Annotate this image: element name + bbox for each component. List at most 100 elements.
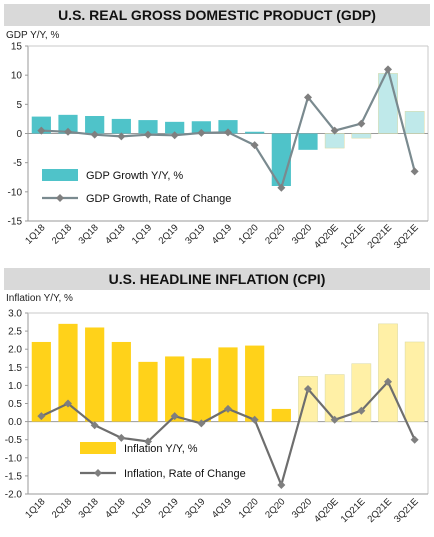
gdp-legend-swatch-bars [42,169,78,181]
gdp-bar [351,133,372,139]
gdp-x-tick-label: 4Q19 [210,222,234,246]
gdp-line-point [144,130,152,139]
cpi-legend-label-bars: Inflation Y/Y, % [124,443,198,455]
cpi-line-point [144,437,152,446]
gdp-bar [191,121,211,134]
gdp-legend-label-line: GDP Growth, Rate of Change [86,193,231,205]
gdp-bar [85,116,105,134]
cpi-x-tick-label: 1Q21E [339,496,368,525]
cpi-x-tick-label: 3Q21E [392,496,421,525]
cpi-bar [31,341,51,422]
cpi-line-point [64,399,72,408]
cpi-bar [165,356,185,422]
cpi-line-point [90,421,99,430]
cpi-bar [138,361,158,422]
cpi-x-tick-label: 2Q18 [50,496,74,520]
gdp-y-tick-label: -15 [8,217,23,228]
gdp-legend-label-bars: GDP Growth Y/Y, % [86,170,183,182]
gdp-line-point [304,93,312,102]
cpi-legend-label-line: Inflation, Rate of Change [124,468,246,480]
gdp-x-tick-label: 4Q18 [103,222,127,246]
gdp-chart-title: U.S. REAL GROSS DOMESTIC PRODUCT (GDP) [4,4,430,26]
gdp-y-tick-label: 5 [16,100,22,111]
cpi-y-tick-label: -1.5 [5,471,23,482]
gdp-y-tick-label: -10 [8,187,23,198]
cpi-x-tick-label: 2Q21E [365,496,394,525]
gdp-line-point [250,141,259,150]
gdp-line-point [64,127,72,136]
cpi-bar [58,323,78,422]
cpi-y-tick-label: -2.0 [5,490,23,501]
gdp-bar [324,133,345,149]
gdp-bar [245,131,265,134]
cpi-line-point [250,415,259,424]
cpi-x-tick-label: 2Q20 [263,496,287,520]
cpi-bar [324,374,345,422]
gdp-x-tick-label: 3Q20 [290,222,314,246]
gdp-line-point [357,119,366,128]
gdp-bar [111,118,131,134]
cpi-y-tick-label: -0.5 [5,435,23,446]
cpi-x-tick-label: 3Q20 [290,496,314,520]
gdp-y-tick-label: 0 [16,129,22,140]
gdp-legend-swatch-marker [56,194,64,202]
cpi-y-tick-label: 1.0 [8,381,22,392]
cpi-legend-swatch-bars [80,442,116,454]
gdp-x-tick-label: 2Q18 [50,222,74,246]
gdp-bar [31,116,51,134]
gdp-y-tick-label: 10 [11,71,23,82]
gdp-bar [218,120,238,134]
cpi-x-tick-label: 4Q19 [210,496,234,520]
cpi-x-tick-label: 1Q19 [130,496,154,520]
cpi-y-axis-label: Inflation Y/Y, % [6,293,73,304]
gdp-line-point [224,128,232,137]
cpi-x-tick-label: 3Q19 [183,496,207,520]
cpi-bar [218,347,238,422]
cpi-y-tick-label: 0.5 [8,399,22,410]
cpi-line-point [330,415,339,424]
gdp-bar [298,133,318,150]
cpi-x-tick-label: 3Q18 [77,496,101,520]
gdp-y-tick-label: -5 [13,158,22,169]
gdp-x-tick-label: 3Q21E [392,222,421,251]
cpi-line-point [197,419,206,428]
cpi-line-point [277,480,286,489]
gdp-line-point [37,126,46,135]
gdp-line-point [170,131,179,140]
gdp-x-tick-label: 2Q19 [157,222,181,246]
cpi-y-tick-label: 1.5 [8,363,22,374]
cpi-line-point [357,406,366,415]
cpi-bar [85,327,105,422]
cpi-bar [111,341,131,422]
gdp-x-tick-label: 1Q20 [237,222,261,246]
cpi-bar [351,363,372,422]
cpi-line-point [224,404,232,413]
cpi-legend-swatch-marker [94,469,102,477]
cpi-bar [378,323,398,422]
gdp-line-point [197,128,206,137]
cpi-line-point [304,385,312,394]
cpi-bar [191,358,211,422]
gdp-x-tick-label: 3Q18 [77,222,101,246]
gdp-x-tick-label: 3Q19 [183,222,207,246]
cpi-x-tick-label: 4Q20E [312,496,341,525]
cpi-y-tick-label: 0.0 [8,417,22,428]
gdp-line-point [410,167,419,176]
cpi-line-point [384,377,392,386]
gdp-line-point [330,126,339,135]
cpi-y-tick-label: 2.0 [8,345,22,356]
cpi-line-point [170,412,179,421]
gdp-bar [138,120,158,134]
gdp-x-tick-label: 1Q18 [23,222,47,246]
cpi-y-tick-label: -1.0 [5,453,23,464]
gdp-x-tick-label: 1Q21E [339,222,368,251]
gdp-line-point [277,183,286,192]
gdp-y-tick-label: 15 [11,42,23,53]
cpi-bar [271,408,291,422]
cpi-line-point [410,435,419,444]
cpi-y-tick-label: 2.5 [8,327,22,338]
cpi-bar [404,341,425,422]
gdp-line-point [384,65,392,74]
cpi-x-tick-label: 4Q18 [103,496,127,520]
